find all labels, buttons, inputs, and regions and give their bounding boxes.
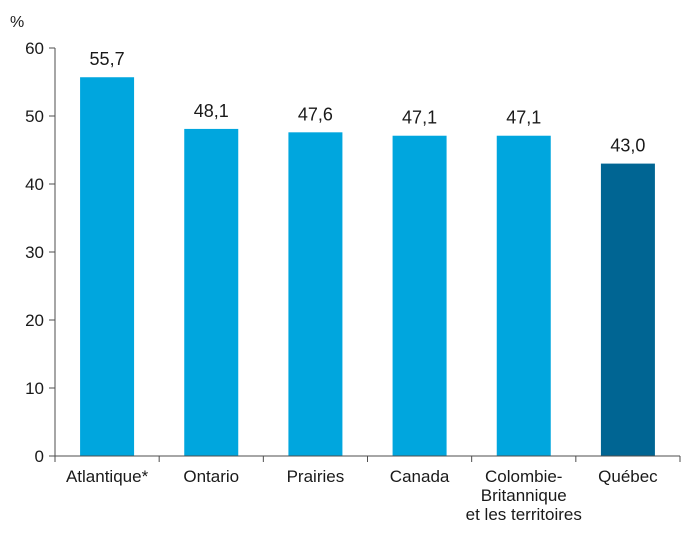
x-category-label: Colombie-Britannique et les territoires bbox=[466, 467, 582, 524]
x-category-label-line: Canada bbox=[390, 467, 450, 486]
x-category-label-line: Prairies bbox=[287, 467, 345, 486]
y-tick-label: 40 bbox=[25, 175, 44, 194]
x-category-label-line: et les territoires bbox=[466, 505, 582, 524]
x-category-label-line: Atlantique* bbox=[66, 467, 149, 486]
bar bbox=[600, 163, 655, 456]
bar-value-label: 47,6 bbox=[298, 104, 333, 124]
x-category-label: Canada bbox=[390, 467, 450, 486]
bar bbox=[80, 77, 135, 457]
bar bbox=[184, 128, 239, 457]
bar bbox=[392, 135, 447, 456]
y-tick-label: 10 bbox=[25, 379, 44, 398]
y-axis: 0 10 20 30 40 50 60 bbox=[25, 39, 56, 466]
x-category-label-line: Colombie- bbox=[485, 467, 562, 486]
x-category-label-line: Britannique bbox=[481, 486, 567, 505]
bar-value-label: 48,1 bbox=[194, 101, 229, 121]
bar-value-label: 43,0 bbox=[610, 136, 645, 156]
x-category-label-line: Québec bbox=[598, 467, 658, 486]
y-tick-label: 50 bbox=[25, 107, 44, 126]
bar bbox=[288, 132, 343, 456]
x-axis: Atlantique* Ontario Prairies Canada Colombie… bbox=[54, 455, 681, 524]
bar bbox=[496, 135, 551, 456]
x-category-label: Ontario bbox=[183, 467, 239, 486]
bar-value-label: 47,1 bbox=[506, 108, 541, 128]
y-axis-unit-label: % bbox=[10, 14, 24, 31]
bars: 55,7 48,1 47,6 47,1 47,1 43,0 bbox=[80, 49, 655, 457]
y-tick-label: 30 bbox=[25, 243, 44, 262]
bar-value-label: 55,7 bbox=[90, 49, 125, 69]
y-tick-label: 20 bbox=[25, 311, 44, 330]
x-category-label: Atlantique* bbox=[66, 467, 149, 486]
x-category-label: Prairies bbox=[287, 467, 345, 486]
bar-value-label: 47,1 bbox=[402, 108, 437, 128]
y-tick-label: 0 bbox=[35, 447, 44, 466]
x-category-label: Québec bbox=[598, 467, 658, 486]
x-category-label-line: Ontario bbox=[183, 467, 239, 486]
y-tick-label: 60 bbox=[25, 39, 44, 58]
